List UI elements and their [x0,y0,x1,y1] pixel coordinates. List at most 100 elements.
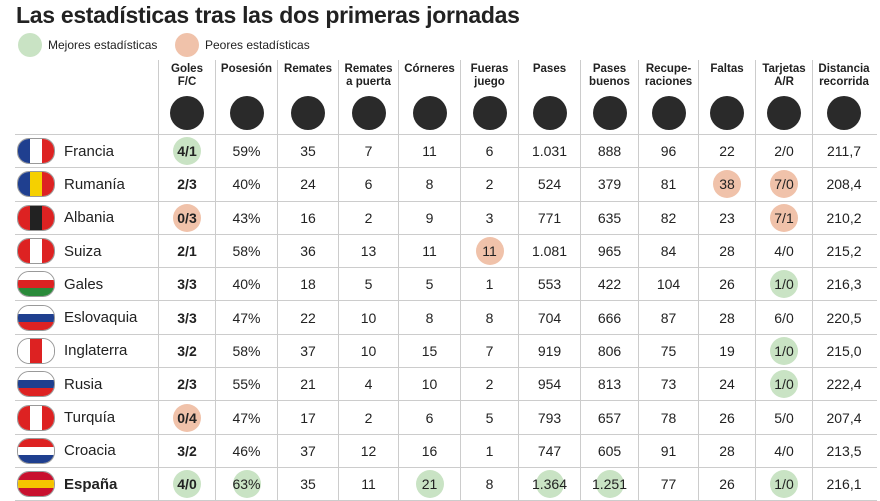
stat-value: 2 [485,176,494,193]
flag-stripe [18,472,54,481]
stat-value: 657 [597,409,622,426]
stat-cell: 666 [580,301,638,334]
team-name: Francia [64,142,115,160]
stat-cell: 919 [518,334,580,368]
flag [17,337,55,364]
stat-value: 422 [597,276,622,293]
flag [17,371,55,398]
stat-cell: 210,2 [812,201,875,234]
stat-cell: 553 [518,268,580,301]
flag-stripe [42,338,54,363]
stat-value: 7 [485,342,494,359]
stat-cell: 11 [398,234,460,268]
stat-cell: 4/0 [755,434,812,467]
stat-value: 1/0 [774,376,794,393]
highlight [770,170,798,199]
flag [17,271,55,298]
stat-cell: 38 [698,168,755,201]
stat-value: 5/0 [774,409,794,426]
stat-value: 36 [300,243,316,260]
stat-value: 55% [232,376,261,393]
stat-cell: 47% [215,401,277,434]
flag-stripe [18,438,54,447]
stat-cell: 524 [518,168,580,201]
flag-stripe [18,272,54,281]
stat-cell: 220,5 [812,301,875,334]
column-header: Posesión [215,60,277,134]
team-cell: Turquía [15,401,158,433]
stat-cell: 2/0 [755,135,812,168]
stat-cell: 1/0 [755,467,812,501]
stat-cell: 3/2 [158,434,215,467]
stat-value: 24 [719,376,735,393]
flag-stripe [18,480,54,489]
stat-cell: 7/1 [755,201,812,234]
flag-stripe [18,372,54,381]
highlight [475,237,504,266]
stat-value: 5 [364,276,373,293]
stat-value: 4 [364,376,373,393]
stat-cell: 28 [698,234,755,268]
corner [15,60,158,134]
stat-value: 28 [719,243,735,260]
stat-value: 10 [421,376,438,393]
column-icon [472,96,507,130]
stat-cell: 888 [580,135,638,168]
stat-value: 104 [656,276,681,293]
stat-value: 26 [719,276,735,293]
stat-cell: 207,4 [812,401,875,434]
stat-cell: 28 [698,301,755,334]
column-icon [710,96,744,130]
stat-cell: 22 [277,301,338,334]
stat-value: 0/4 [177,409,197,426]
stat-value: 11 [361,476,376,493]
stat-value: 7/1 [774,209,794,226]
flag-stripe [18,405,30,430]
team-name: Eslovaquia [64,309,138,327]
stat-value: 888 [597,143,622,160]
team-cell: Eslovaquia [15,301,158,333]
flag [17,437,55,464]
stat-cell: 13 [338,234,398,268]
stat-cell: 5 [338,268,398,301]
stat-cell: 954 [518,368,580,401]
highlight [173,403,201,432]
stat-cell: 813 [580,368,638,401]
stat-value: 208,4 [826,176,862,193]
stat-value: 28 [719,442,735,459]
stat-cell: 96 [638,135,698,168]
stat-cell: 75 [638,334,698,368]
team-cell: Rumanía [15,168,158,200]
stat-value: 59% [232,143,261,160]
stat-value: 96 [660,143,677,160]
flag-stripe [18,288,54,297]
stat-value: 220,5 [826,309,862,326]
stat-value: 35 [300,143,316,160]
flag [17,138,55,165]
stat-cell: 22 [698,135,755,168]
stat-cell: 16 [398,434,460,467]
stat-cell: 6 [338,168,398,201]
flag [17,204,55,231]
stat-cell: 2/3 [158,168,215,201]
stat-value: 7 [364,143,373,160]
stat-value: 18 [300,276,316,293]
legend-good: Mejores estadísticas [18,33,157,57]
stat-value: 21 [300,376,316,393]
team-cell: Rusia [15,368,158,400]
stat-cell: 3/3 [158,301,215,334]
flag-stripe [18,380,54,389]
team-cell: Inglaterra [15,335,158,367]
column-label: Faltas [710,63,744,75]
stat-value: 524 [537,176,562,193]
flag-stripe [18,488,54,497]
flag-stripe [42,405,54,430]
stat-cell: 46% [215,434,277,467]
legend-label: Peores estadísticas [205,38,310,52]
column-icon [532,96,567,130]
stat-cell: 40% [215,268,277,301]
flag-stripe [42,239,54,264]
flag-stripe [30,172,42,197]
column-label: Córneres [404,63,455,75]
stat-cell: 3/2 [158,334,215,368]
